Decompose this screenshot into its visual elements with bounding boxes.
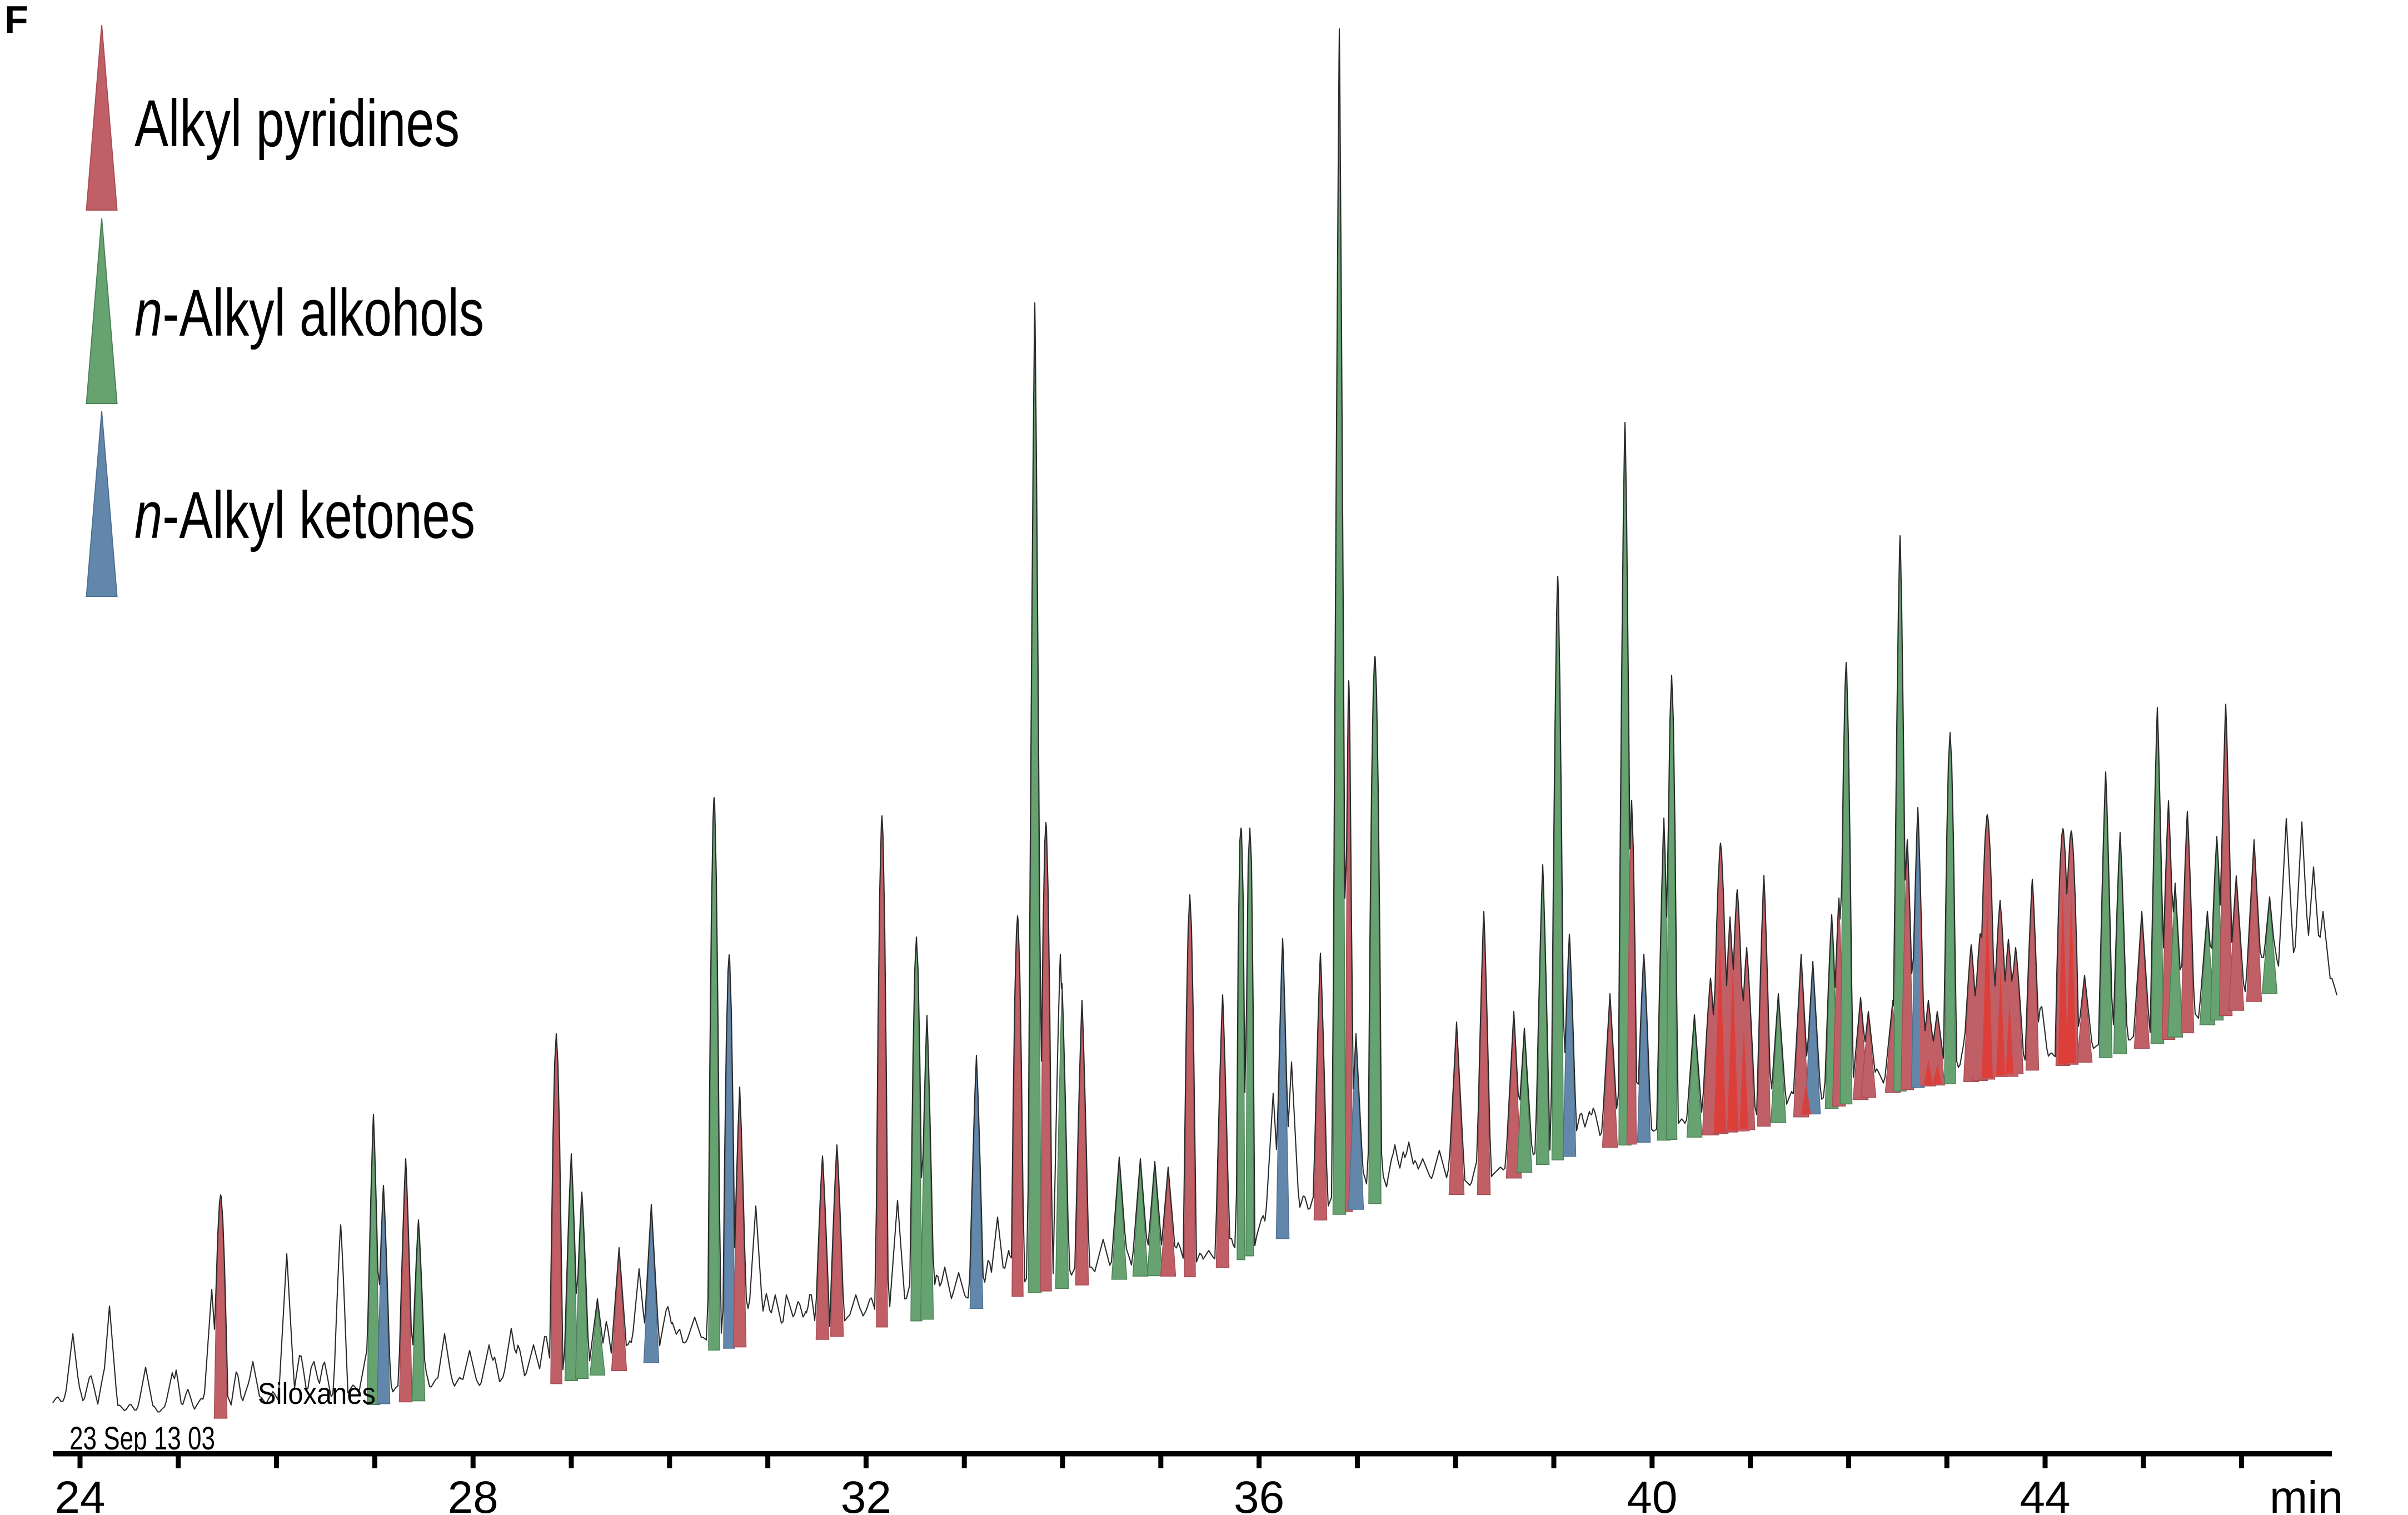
svg-text:28: 28: [448, 1472, 498, 1515]
svg-text:min: min: [2270, 1472, 2343, 1515]
svg-text:n-Alkyl ketones: n-Alkyl ketones: [134, 478, 475, 552]
svg-text:23 Sep 13 03: 23 Sep 13 03: [69, 1421, 215, 1457]
svg-text:24: 24: [54, 1472, 105, 1515]
svg-text:40: 40: [1627, 1472, 1677, 1515]
svg-text:F: F: [4, 0, 28, 41]
svg-text:Alkyl pyridines: Alkyl pyridines: [134, 86, 460, 161]
svg-text:44: 44: [2020, 1472, 2070, 1515]
svg-text:n-Alkyl alkohols: n-Alkyl alkohols: [134, 276, 484, 350]
svg-text:36: 36: [1234, 1472, 1284, 1515]
svg-text:Siloxanes: Siloxanes: [258, 1377, 376, 1411]
svg-text:32: 32: [841, 1472, 891, 1515]
